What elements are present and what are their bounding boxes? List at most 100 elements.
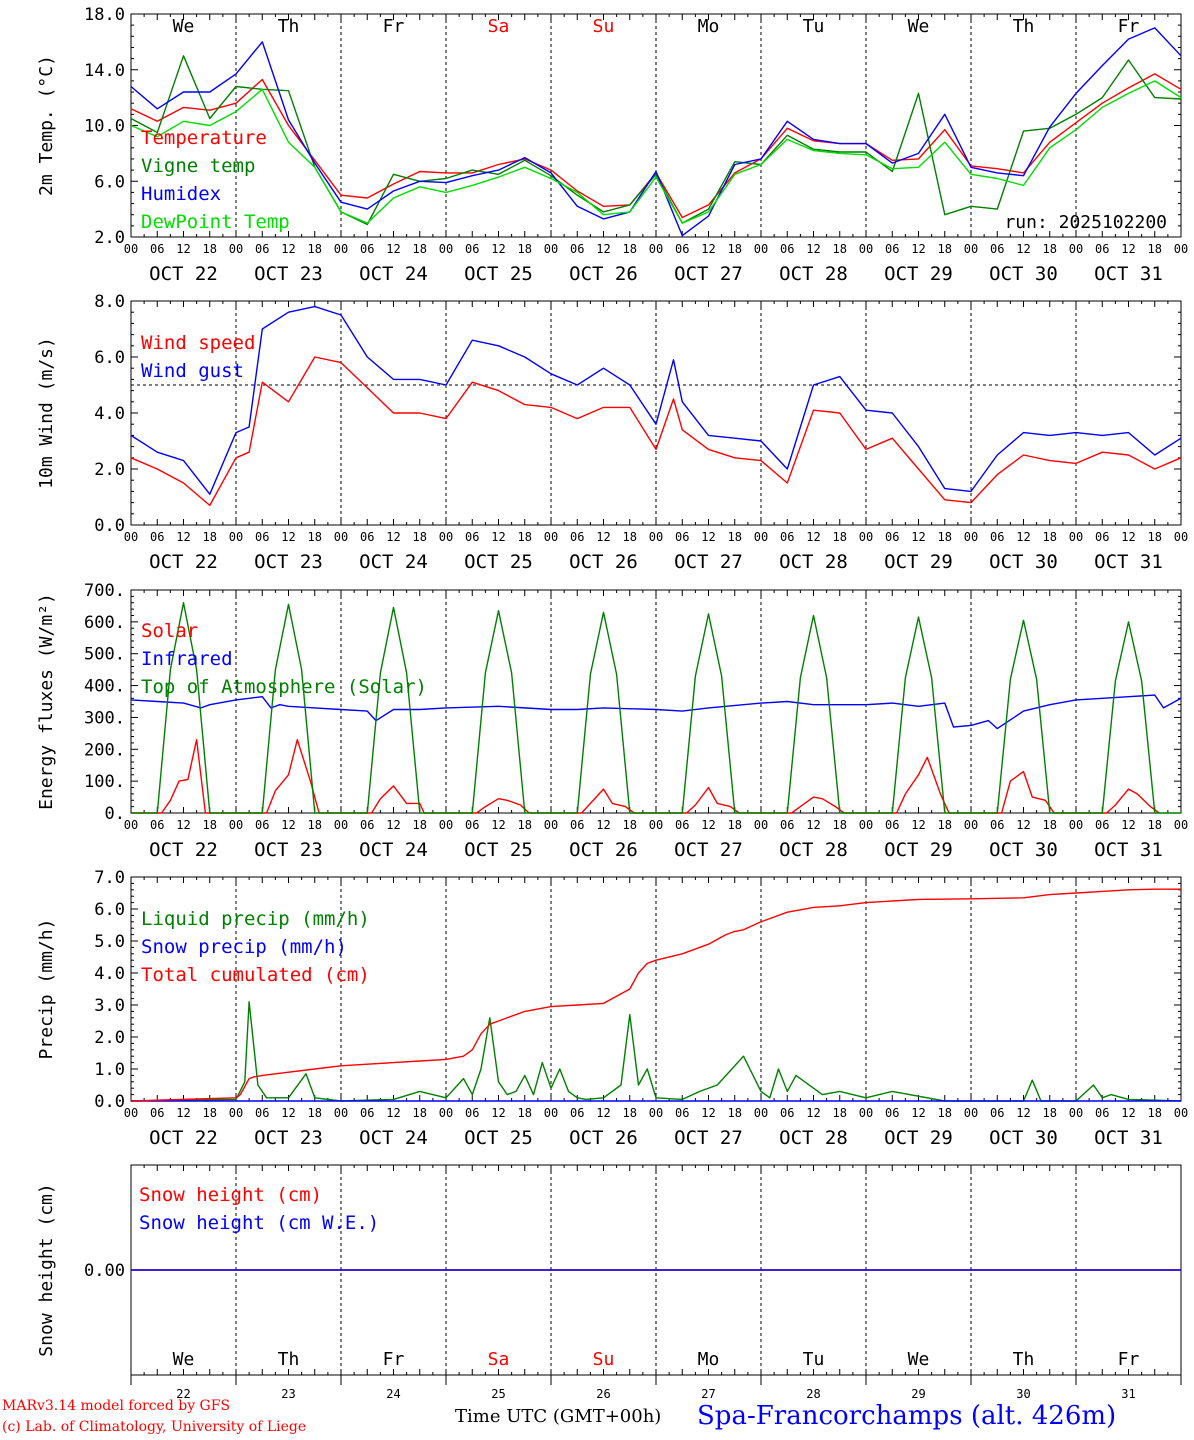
- hour-tick-label: 12: [281, 242, 295, 256]
- legend-entry: Humidex: [141, 183, 221, 205]
- hour-tick-label: 12: [386, 818, 400, 832]
- hour-tick-label: 18: [1043, 242, 1057, 256]
- hour-tick-label: 12: [596, 1106, 610, 1120]
- panel-temp: 2.0 6.0 10.0 14.0 18.0 2m Temp. (°C) Temperatu…: [36, 5, 1188, 285]
- date-label: OCT 26: [569, 263, 638, 285]
- day-name: Th: [278, 16, 300, 37]
- day-name: Th: [1013, 1349, 1035, 1370]
- date-label: OCT 29: [884, 263, 953, 285]
- series-line-total-cumulated-cm-: [130, 888, 1181, 1102]
- hour-tick-label: 00: [439, 242, 453, 256]
- lab-credit: (c) Lab. of Climatology, University of L…: [2, 1419, 307, 1435]
- date-label: OCT 25: [464, 263, 533, 285]
- date-label: OCT 24: [359, 551, 428, 573]
- hour-tick-label: 18: [203, 818, 217, 832]
- hour-tick-label: 06: [885, 530, 899, 544]
- series-line-dewpoint-temp: [130, 80, 1182, 224]
- hour-tick-label: 18: [1148, 1106, 1162, 1120]
- day-name: Th: [278, 1349, 300, 1370]
- hour-tick-label: 06: [570, 818, 584, 832]
- day-number: 26: [596, 1387, 610, 1401]
- hour-tick-label: 06: [360, 818, 374, 832]
- hour-tick-label: 00: [1069, 530, 1083, 544]
- date-label: OCT 31: [1094, 1127, 1163, 1149]
- date-label: OCT 27: [674, 551, 743, 573]
- hour-tick-label: 06: [465, 818, 479, 832]
- legend-entry: Vigne temp: [141, 155, 255, 177]
- day-number: 25: [491, 1387, 505, 1401]
- day-name: We: [173, 16, 195, 37]
- y-tick-label: 14.0: [84, 61, 125, 81]
- hour-tick-label: 06: [675, 818, 689, 832]
- hour-tick-label: 00: [859, 242, 873, 256]
- date-label: OCT 31: [1094, 551, 1163, 573]
- series-line-wind-gust: [130, 305, 1182, 495]
- hour-tick-label: 06: [1095, 1106, 1109, 1120]
- hour-tick-label: 12: [1016, 242, 1030, 256]
- legend-entry: Wind gust: [141, 360, 244, 382]
- hour-tick-label: 00: [964, 530, 978, 544]
- plot-frame: [130, 300, 1182, 526]
- y-axis-label: Energy fluxes (W/m²): [36, 593, 57, 810]
- hour-tick-label: 06: [1095, 818, 1109, 832]
- day-name: We: [173, 1349, 195, 1370]
- hour-tick-label: 00: [1174, 818, 1188, 832]
- hour-tick-label: 12: [491, 530, 505, 544]
- day-name: Th: [1013, 16, 1035, 37]
- hour-tick-label: 00: [1069, 242, 1083, 256]
- date-label: OCT 22: [149, 839, 218, 861]
- model-credit: MARv3.14 model forced by GFS: [2, 1398, 231, 1414]
- y-tick-label: 6.0: [94, 172, 125, 192]
- run-annotation: run: 2025102200: [1004, 212, 1167, 233]
- date-label: OCT 27: [674, 839, 743, 861]
- series-line-vigne-temp: [130, 55, 1182, 226]
- hour-tick-label: 00: [859, 1106, 873, 1120]
- hour-tick-label: 18: [203, 242, 217, 256]
- day-name: Su: [593, 16, 615, 37]
- day-name: We: [908, 1349, 930, 1370]
- day-number: 22: [176, 1387, 190, 1401]
- hour-tick-label: 00: [229, 242, 243, 256]
- y-tick-label: 500.: [84, 645, 125, 665]
- hour-tick-label: 18: [623, 530, 637, 544]
- hour-tick-label: 00: [544, 530, 558, 544]
- series-line-wind-speed: [130, 356, 1182, 507]
- y-tick-label: 0.0: [94, 1092, 125, 1112]
- hour-tick-label: 18: [518, 242, 532, 256]
- hour-tick-label: 12: [491, 818, 505, 832]
- hour-tick-label: 18: [413, 242, 427, 256]
- hour-tick-label: 18: [1148, 530, 1162, 544]
- hour-tick-label: 12: [911, 242, 925, 256]
- legend-entry: Solar: [141, 620, 198, 642]
- hour-tick-label: 12: [911, 530, 925, 544]
- hour-tick-label: 18: [518, 530, 532, 544]
- y-tick-label: 700.: [84, 581, 125, 601]
- day-number: 30: [1016, 1387, 1030, 1401]
- hour-tick-label: 06: [675, 530, 689, 544]
- y-tick-label: 0.: [105, 804, 125, 824]
- hour-tick-label: 06: [465, 242, 479, 256]
- hour-tick-label: 00: [334, 530, 348, 544]
- hour-tick-label: 12: [176, 1106, 190, 1120]
- hour-tick-label: 00: [439, 1106, 453, 1120]
- hour-tick-label: 18: [413, 818, 427, 832]
- date-label: OCT 23: [254, 551, 323, 573]
- date-label: OCT 25: [464, 551, 533, 573]
- hour-tick-label: 18: [203, 530, 217, 544]
- date-label: OCT 25: [464, 1127, 533, 1149]
- hour-tick-label: 18: [623, 242, 637, 256]
- date-label: OCT 24: [359, 263, 428, 285]
- y-tick-label: 3.0: [94, 996, 125, 1016]
- date-label: OCT 23: [254, 1127, 323, 1149]
- hour-tick-label: 00: [334, 1106, 348, 1120]
- hour-tick-label: 12: [596, 530, 610, 544]
- hour-tick-label: 00: [754, 242, 768, 256]
- hour-tick-label: 12: [1121, 1106, 1135, 1120]
- hour-tick-label: 12: [386, 530, 400, 544]
- y-tick-label: 4.0: [94, 404, 125, 424]
- day-name: Fr: [383, 16, 405, 37]
- hour-tick-label: 18: [413, 1106, 427, 1120]
- hour-tick-label: 06: [675, 1106, 689, 1120]
- date-label: OCT 26: [569, 839, 638, 861]
